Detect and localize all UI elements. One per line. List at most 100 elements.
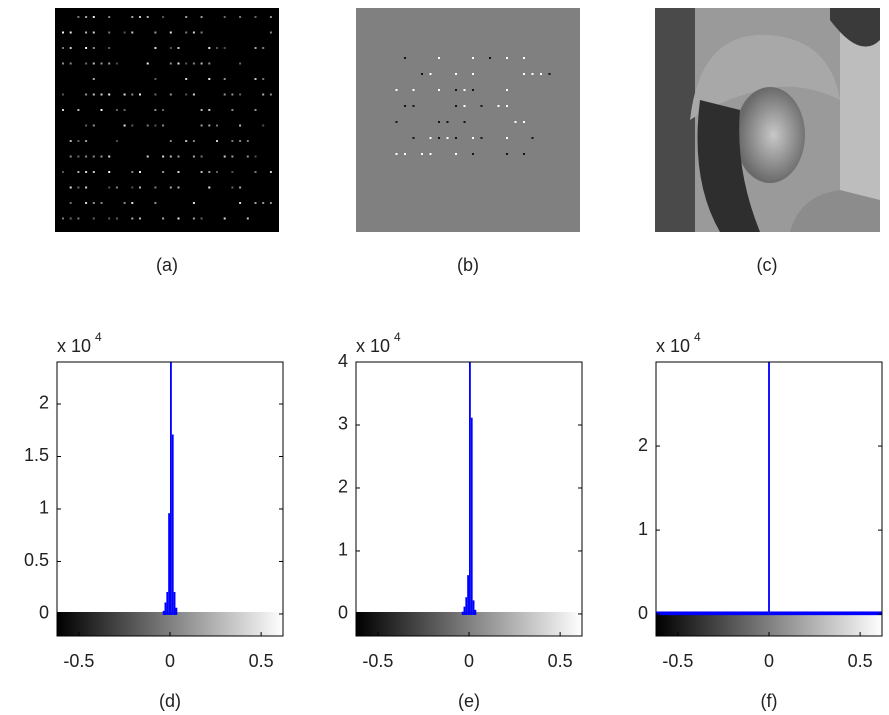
- dot: [115, 109, 118, 111]
- dot: [139, 16, 141, 18]
- dot: [108, 186, 111, 189]
- y-tick-label: 1: [338, 540, 348, 560]
- dot: [463, 121, 466, 123]
- dot: [429, 73, 432, 75]
- dot: [185, 140, 188, 142]
- hist-bar: [470, 417, 473, 615]
- hist-bar: [162, 610, 165, 615]
- dot: [208, 109, 211, 111]
- y-tick-label: 1.5: [24, 445, 49, 465]
- dot: [139, 186, 141, 189]
- dot: [531, 73, 534, 75]
- dot: [523, 121, 525, 123]
- x-tick-label: -0.5: [362, 651, 393, 671]
- dot: [463, 89, 466, 91]
- dot: [200, 109, 203, 111]
- dot: [115, 62, 118, 65]
- dot: [239, 202, 242, 204]
- dot: [192, 155, 195, 158]
- plot-area: [356, 362, 582, 636]
- image-a: [55, 8, 279, 232]
- dot: [92, 202, 95, 204]
- dot: [185, 62, 188, 65]
- dot: [108, 47, 111, 49]
- dot: [92, 124, 95, 127]
- dot: [92, 31, 95, 34]
- dot: [262, 93, 265, 96]
- dot: [62, 62, 64, 65]
- dot: [192, 202, 195, 204]
- dot: [254, 47, 257, 49]
- dot: [192, 93, 195, 96]
- dot: [548, 73, 551, 75]
- y-tick-label: 4: [338, 351, 348, 371]
- dot: [77, 186, 80, 189]
- y-tick-label: 1: [39, 498, 49, 518]
- dot: [472, 153, 474, 155]
- dot: [269, 31, 272, 34]
- dot: [239, 16, 242, 18]
- caption: (a): [156, 255, 178, 275]
- dot: [192, 62, 195, 65]
- dot: [200, 217, 203, 220]
- dot: [506, 137, 508, 139]
- y-tick-label: 0: [39, 603, 49, 623]
- dot: [131, 93, 134, 96]
- hist-bar: [164, 602, 167, 615]
- dot: [231, 171, 234, 173]
- dot: [139, 93, 141, 96]
- x-tick-label: -0.5: [63, 651, 94, 671]
- dot: [455, 105, 457, 107]
- dot: [455, 153, 457, 155]
- dot: [162, 171, 165, 173]
- dot: [154, 202, 157, 204]
- dot: [269, 16, 272, 18]
- dot: [404, 105, 406, 107]
- dot: [108, 16, 111, 18]
- y-multiplier-exp: 4: [95, 330, 102, 344]
- dot: [446, 121, 449, 123]
- dot: [115, 217, 118, 220]
- dot: [480, 105, 483, 107]
- x-tick-label: 0: [764, 651, 774, 671]
- dot: [262, 78, 265, 80]
- dot: [254, 202, 257, 204]
- dot: [412, 137, 415, 139]
- dot: [200, 16, 203, 18]
- dot: [146, 155, 149, 158]
- dot: [200, 31, 203, 34]
- dot: [177, 47, 180, 49]
- dot: [154, 31, 157, 34]
- dot: [123, 31, 126, 34]
- dot: [404, 57, 406, 59]
- dot: [62, 171, 64, 173]
- x-tick-label: 0.5: [249, 651, 274, 671]
- dot: [69, 217, 72, 220]
- dot: [146, 124, 149, 127]
- hist-bar: [465, 597, 468, 615]
- hist-bar: [166, 591, 169, 615]
- x-tick-label: 0.5: [548, 651, 573, 671]
- dot: [421, 153, 423, 155]
- dot: [154, 124, 157, 127]
- dot: [162, 124, 165, 127]
- dot: [421, 73, 423, 75]
- dot: [123, 109, 126, 111]
- y-tick-label: 1: [638, 519, 648, 539]
- dot: [438, 89, 440, 91]
- y-tick-label: 0.5: [24, 550, 49, 570]
- dot: [523, 57, 525, 59]
- hist-bar: [656, 611, 769, 616]
- dot: [246, 217, 249, 220]
- dot: [62, 47, 64, 49]
- dot: [62, 31, 64, 34]
- dot: [69, 202, 72, 204]
- plot-area: [57, 362, 283, 636]
- dot: [169, 140, 172, 142]
- dot: [69, 186, 72, 189]
- dot: [506, 89, 508, 91]
- dot: [92, 47, 95, 49]
- dot: [69, 31, 72, 34]
- dot: [192, 217, 195, 220]
